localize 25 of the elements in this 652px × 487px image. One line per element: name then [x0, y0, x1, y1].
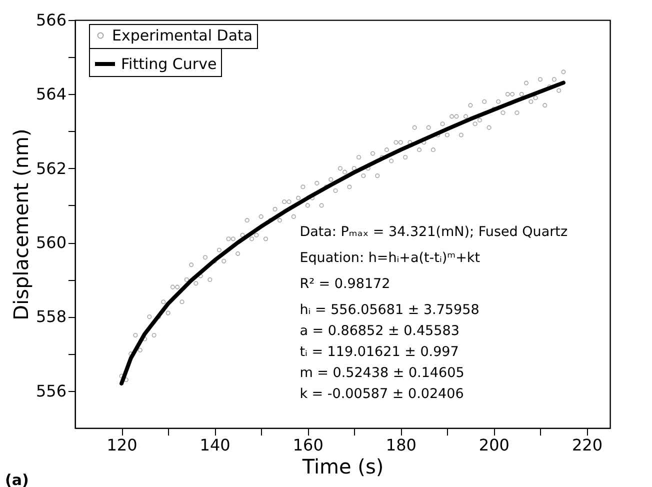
annotation: Data: Pₘₐₓ = 34.321(mN); Fused Quartz — [300, 224, 568, 240]
x-axis-title: Time (s) — [301, 454, 384, 478]
annotation: m = 0.52438 ± 0.14605 — [300, 365, 464, 381]
x-tick-label: 220 — [572, 436, 603, 454]
y-tick-label: 556 — [36, 381, 66, 400]
x-tick-label: 160 — [292, 436, 324, 454]
y-tick-label: 566 — [36, 10, 66, 30]
x-tick-label: 140 — [200, 436, 230, 454]
y-tick-label: 564 — [36, 84, 66, 104]
annotation: k = -0.00587 ± 0.02406 — [300, 386, 464, 402]
y-tick-label: 558 — [36, 307, 66, 326]
legend-label: Experimental Data — [112, 26, 253, 44]
y-tick-label: 562 — [36, 158, 66, 178]
text: (a) — [5, 471, 29, 487]
annotation: tᵢ = 119.01621 ± 0.997 — [300, 344, 459, 360]
y-axis-title: Displacement (nm) — [8, 128, 33, 320]
y-tick-label: 560 — [36, 233, 66, 252]
annotation: hᵢ = 556.05681 ± 3.75958 — [300, 302, 480, 318]
x-tick-label: 180 — [386, 436, 416, 454]
annotation: Equation: h=hᵢ+a(t-tᵢ)ᵐ+kt — [300, 250, 480, 266]
x-tick-label: 120 — [106, 436, 138, 454]
x-tick-label: 200 — [478, 436, 510, 454]
annotation: R² = 0.98172 — [300, 276, 390, 292]
legend-label: Fitting Curve — [121, 55, 217, 73]
annotation: a = 0.86852 ± 0.45583 — [300, 323, 460, 339]
